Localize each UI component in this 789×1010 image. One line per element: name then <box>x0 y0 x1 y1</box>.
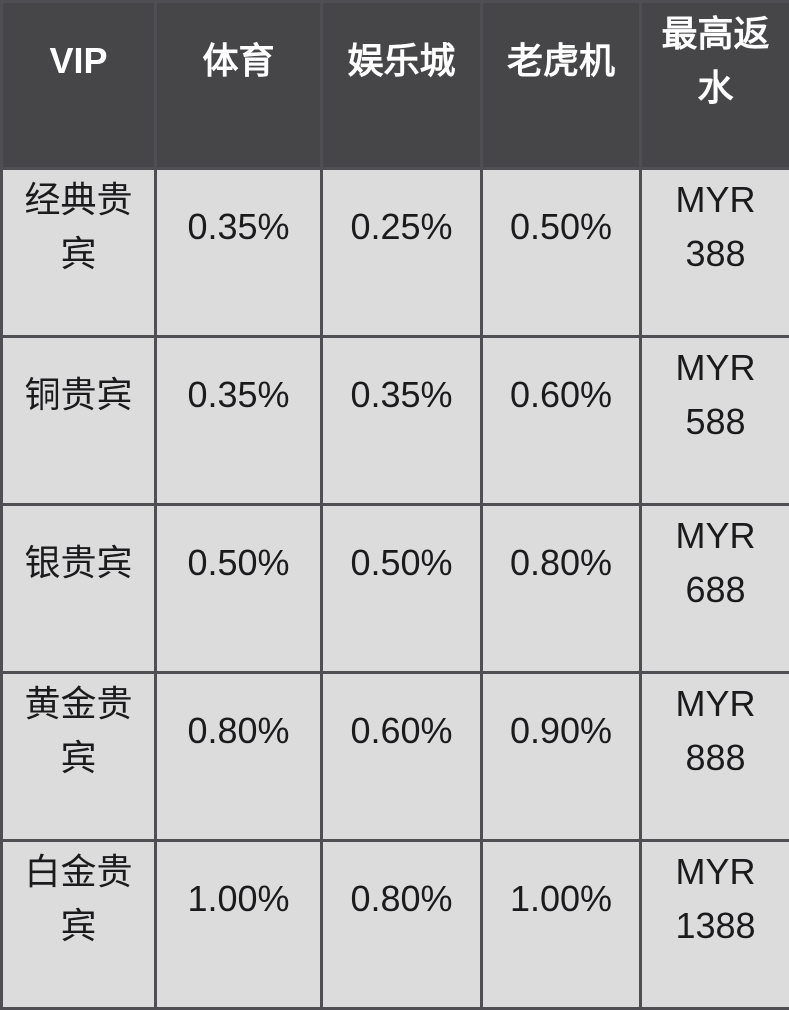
casino-rebate-cell: 0.50% <box>322 505 482 673</box>
slots-rebate-cell: 0.50% <box>482 169 641 337</box>
sports-rebate-cell: 0.80% <box>156 673 322 841</box>
slots-rebate-cell: 1.00% <box>482 841 641 1009</box>
header-cell-casino: 娱乐城 <box>322 2 482 169</box>
sports-rebate-cell: 0.50% <box>156 505 322 673</box>
casino-rebate-cell: 0.80% <box>322 841 482 1009</box>
table-row: 黄金贵宾 0.80% 0.60% 0.90% MYR 888 <box>2 673 789 841</box>
tier-name-cell: 银贵宾 <box>2 505 156 673</box>
max-rebate-cell: MYR 588 <box>641 337 789 505</box>
sports-rebate-cell: 1.00% <box>156 841 322 1009</box>
table-row: 白金贵宾 1.00% 0.80% 1.00% MYR 1388 <box>2 841 789 1009</box>
sports-rebate-cell: 0.35% <box>156 337 322 505</box>
tier-name-cell: 经典贵宾 <box>2 169 156 337</box>
header-cell-max-rebate: 最高返水 <box>641 2 789 169</box>
casino-rebate-cell: 0.60% <box>322 673 482 841</box>
header-cell-slots: 老虎机 <box>482 2 641 169</box>
max-rebate-cell: MYR 1388 <box>641 841 789 1009</box>
table-row: 经典贵宾 0.35% 0.25% 0.50% MYR 388 <box>2 169 789 337</box>
max-rebate-cell: MYR 388 <box>641 169 789 337</box>
slots-rebate-cell: 0.60% <box>482 337 641 505</box>
casino-rebate-cell: 0.35% <box>322 337 482 505</box>
tier-name-cell: 铜贵宾 <box>2 337 156 505</box>
slots-rebate-cell: 0.90% <box>482 673 641 841</box>
tier-name-cell: 黄金贵宾 <box>2 673 156 841</box>
table-row: 铜贵宾 0.35% 0.35% 0.60% MYR 588 <box>2 337 789 505</box>
header-cell-sports: 体育 <box>156 2 322 169</box>
sports-rebate-cell: 0.35% <box>156 169 322 337</box>
slots-rebate-cell: 0.80% <box>482 505 641 673</box>
table-row: 银贵宾 0.50% 0.50% 0.80% MYR 688 <box>2 505 789 673</box>
table-header-row: VIP 体育 娱乐城 老虎机 最高返水 <box>2 2 789 169</box>
max-rebate-cell: MYR 888 <box>641 673 789 841</box>
tier-name-cell: 白金贵宾 <box>2 841 156 1009</box>
max-rebate-cell: MYR 688 <box>641 505 789 673</box>
casino-rebate-cell: 0.25% <box>322 169 482 337</box>
header-cell-vip: VIP <box>2 2 156 169</box>
